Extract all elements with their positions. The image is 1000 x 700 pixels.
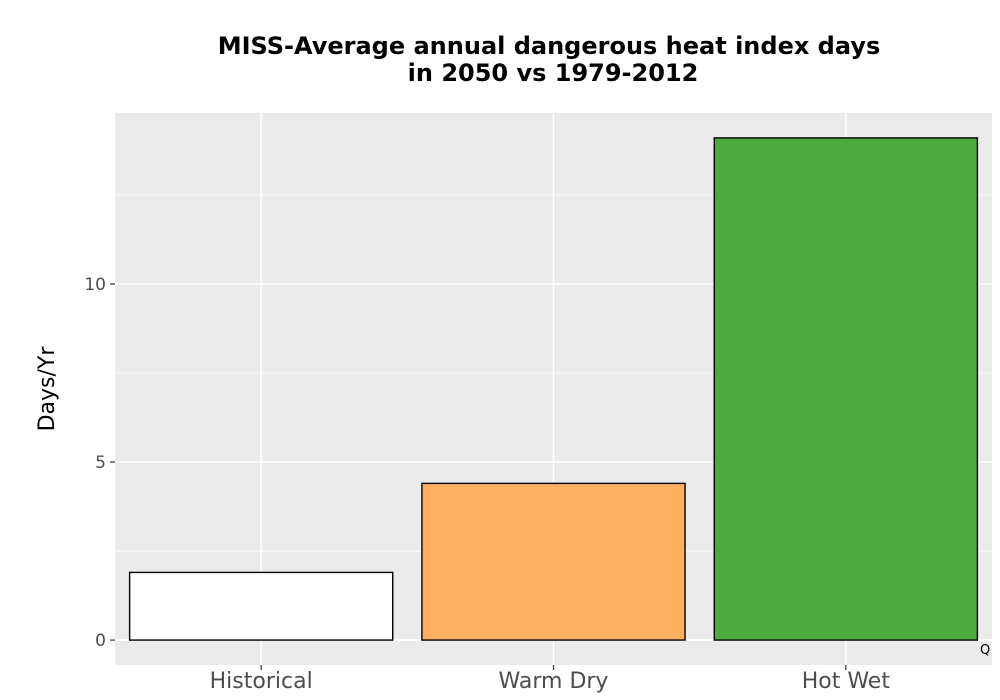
chart-title-line-1: MISS-Average annual dangerous heat index… [218, 32, 881, 60]
y-tick-label: 10 [84, 275, 106, 295]
x-tick-label: Hot Wet [802, 669, 891, 694]
bar-hot-wet [713, 137, 979, 641]
corner-mark: Q [980, 643, 990, 658]
bar-historical [128, 571, 394, 641]
x-axis-ticks: Historical Warm Dry Hot Wet [210, 665, 891, 694]
chart-title-line-2: in 2050 vs 1979-2012 [408, 59, 699, 87]
x-tick-label: Historical [210, 669, 313, 694]
y-axis-ticks: 0 5 10 [84, 275, 115, 651]
bars-group [128, 137, 979, 641]
y-tick-label: 0 [95, 631, 106, 651]
x-tick-label: Warm Dry [499, 669, 609, 694]
bar-warm-dry [421, 482, 686, 641]
y-axis-title: Days/Yr [35, 346, 60, 432]
y-tick-label: 5 [95, 453, 106, 473]
